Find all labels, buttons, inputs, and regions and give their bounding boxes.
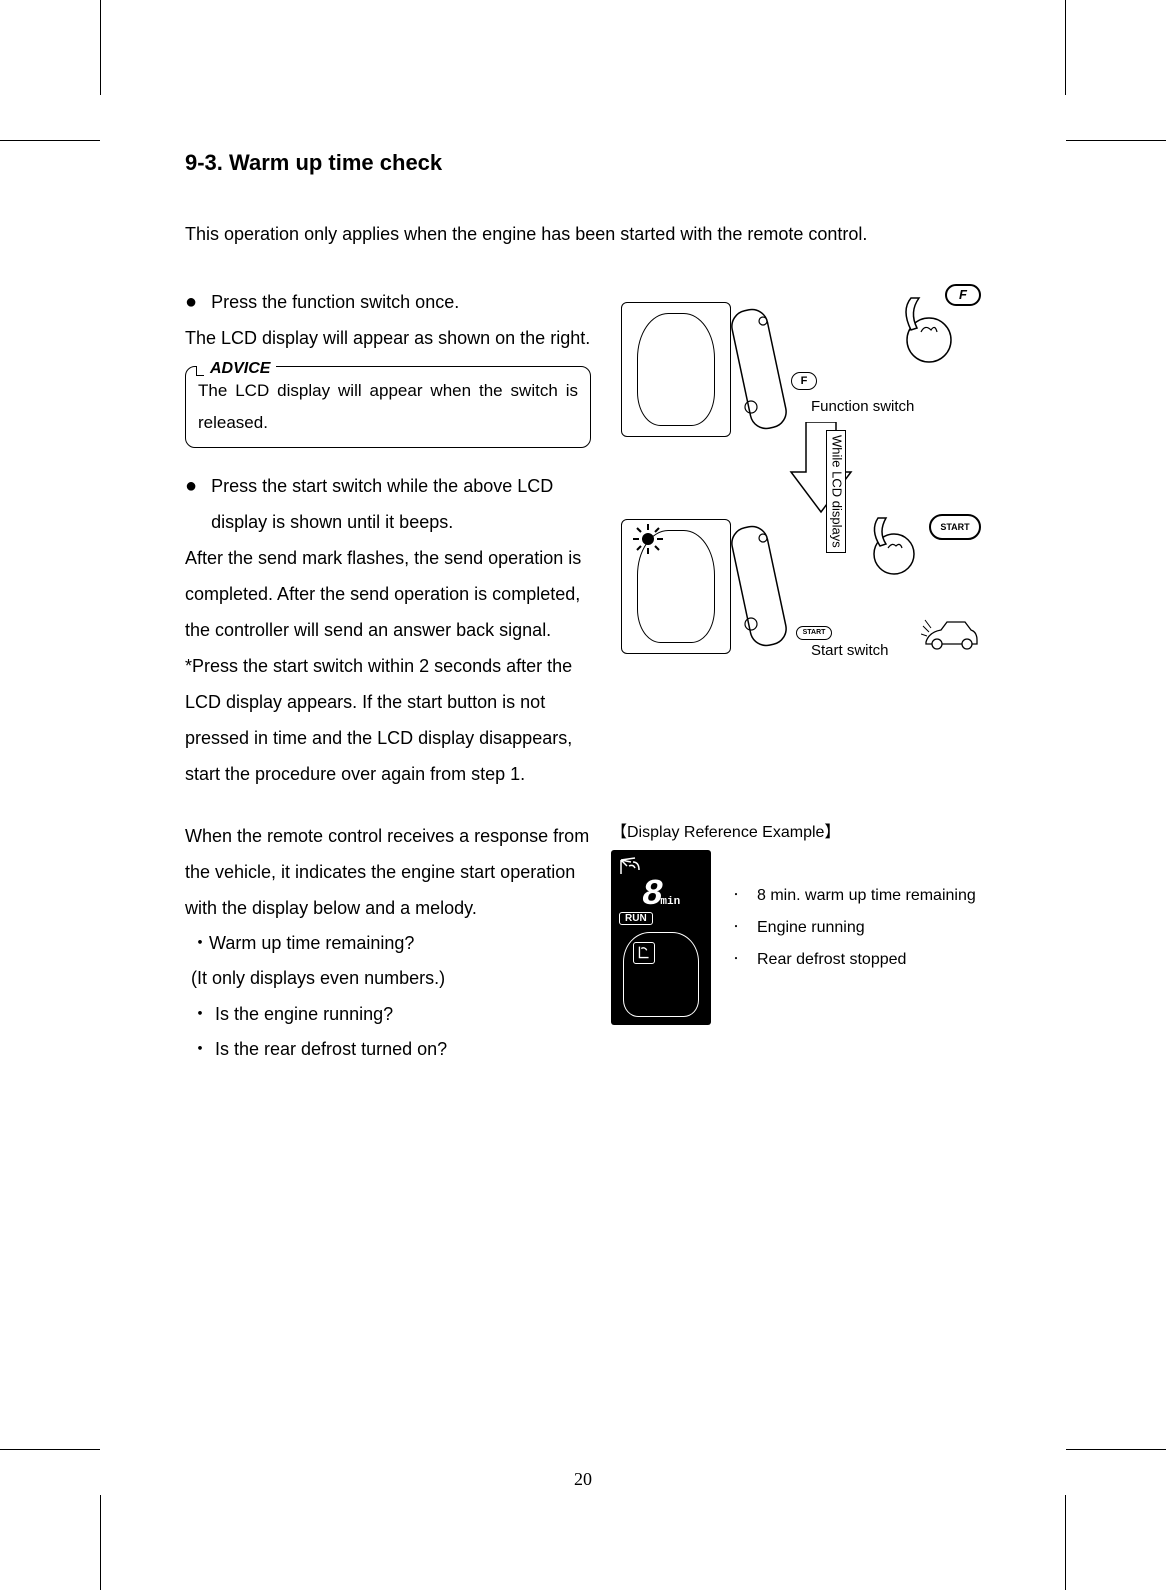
dot-icon: ・ [731, 912, 741, 944]
response-body: When the remote control receives a respo… [185, 818, 591, 926]
lcd-run-badge: RUN [619, 912, 653, 925]
bullet-icon: ● [185, 284, 197, 320]
bullet-icon: ● [185, 468, 197, 504]
start-switch-label: Start switch [811, 642, 889, 659]
advice-tick-icon [196, 366, 204, 376]
function-button-icon: F [945, 284, 981, 306]
page-content: 9-3. Warm up time check This operation o… [0, 0, 1166, 1590]
lcd-display-example: 8min RUN [611, 850, 711, 1025]
step2-note: *Press the start switch within 2 seconds… [185, 648, 591, 792]
response-q2: Is the engine running? [215, 997, 393, 1032]
start-button-icon: START [929, 514, 981, 540]
dot-icon: ・ [191, 1032, 209, 1067]
ref-item: Engine running [757, 912, 865, 944]
step2-body: After the send mark flashes, the send op… [185, 540, 591, 648]
advice-text: The LCD display will appear when the swi… [198, 381, 578, 432]
advice-box: ADVICE The LCD display will appear when … [185, 366, 591, 449]
page-number: 20 [0, 1469, 1166, 1490]
response-q1-note: (It only displays even numbers.) [191, 961, 591, 996]
car-side-icon [921, 614, 981, 654]
intro-text: This operation only applies when the eng… [185, 216, 981, 254]
lcd-time-value: 8 [642, 874, 661, 915]
sun-icon [631, 522, 665, 556]
hand-pressing-icon [856, 512, 926, 582]
while-lcd-label: While LCD displays [826, 430, 846, 553]
function-switch-label: Function switch [811, 398, 914, 415]
function-button-small-icon: F [791, 372, 817, 390]
dot-icon: ・ [731, 880, 741, 912]
operation-diagram: F F Function switch While LCD displays [611, 284, 981, 674]
section-title: 9-3. Warm up time check [185, 150, 981, 176]
advice-label: ADVICE [204, 354, 276, 384]
dot-icon: ・ [731, 944, 741, 976]
remote-control-icon [729, 516, 799, 666]
car-top-view-icon [621, 302, 731, 437]
lcd-time-unit: min [660, 896, 680, 908]
dot-icon: ・ [191, 997, 209, 1032]
step2-bullet: Press the start switch while the above L… [211, 468, 591, 540]
step1-body: The LCD display will appear as shown on … [185, 320, 591, 356]
start-button-small-icon: START [796, 626, 832, 640]
step1-bullet: Press the function switch once. [211, 284, 459, 320]
ref-item: 8 min. warm up time remaining [757, 880, 976, 912]
antenna-icon [617, 856, 647, 876]
response-q3: Is the rear defrost turned on? [215, 1032, 447, 1067]
display-ref-title: 【Display Reference Example】 [611, 818, 981, 842]
lcd-seat-icon [633, 942, 655, 964]
display-ref-list: ・ 8 min. warm up time remaining ・ Engine r… [731, 850, 976, 976]
response-q1: ・Warm up time remaining? [191, 926, 591, 961]
ref-item: Rear defrost stopped [757, 944, 906, 976]
